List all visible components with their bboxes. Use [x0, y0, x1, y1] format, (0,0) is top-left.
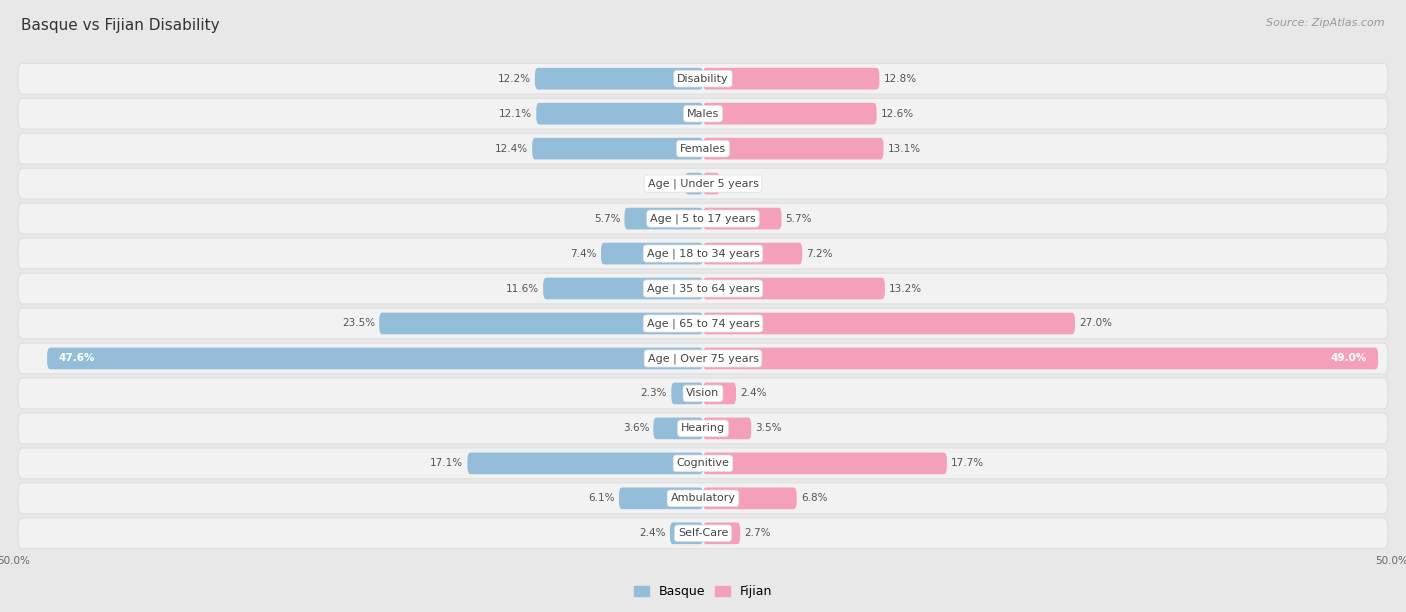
Text: 13.2%: 13.2%	[889, 283, 922, 294]
Legend: Basque, Fijian: Basque, Fijian	[628, 580, 778, 603]
Text: 2.4%: 2.4%	[640, 528, 666, 539]
Text: 12.2%: 12.2%	[498, 73, 531, 84]
FancyBboxPatch shape	[685, 173, 703, 195]
FancyBboxPatch shape	[18, 308, 1388, 339]
FancyBboxPatch shape	[669, 523, 703, 544]
Text: Basque vs Fijian Disability: Basque vs Fijian Disability	[21, 18, 219, 34]
FancyBboxPatch shape	[18, 413, 1388, 444]
FancyBboxPatch shape	[703, 488, 797, 509]
FancyBboxPatch shape	[703, 523, 740, 544]
FancyBboxPatch shape	[703, 348, 1378, 369]
Text: Age | 35 to 64 years: Age | 35 to 64 years	[647, 283, 759, 294]
FancyBboxPatch shape	[380, 313, 703, 334]
FancyBboxPatch shape	[619, 488, 703, 509]
Text: 5.7%: 5.7%	[786, 214, 813, 223]
Text: 3.6%: 3.6%	[623, 424, 650, 433]
Text: Age | 18 to 34 years: Age | 18 to 34 years	[647, 248, 759, 259]
Text: 17.1%: 17.1%	[430, 458, 463, 468]
Text: 13.1%: 13.1%	[887, 144, 921, 154]
Text: Ambulatory: Ambulatory	[671, 493, 735, 503]
Text: Source: ZipAtlas.com: Source: ZipAtlas.com	[1267, 18, 1385, 28]
FancyBboxPatch shape	[18, 518, 1388, 549]
FancyBboxPatch shape	[18, 273, 1388, 304]
Text: 23.5%: 23.5%	[342, 318, 375, 329]
Text: Age | 65 to 74 years: Age | 65 to 74 years	[647, 318, 759, 329]
FancyBboxPatch shape	[703, 103, 876, 124]
FancyBboxPatch shape	[18, 483, 1388, 513]
Text: Disability: Disability	[678, 73, 728, 84]
FancyBboxPatch shape	[18, 238, 1388, 269]
FancyBboxPatch shape	[18, 448, 1388, 479]
FancyBboxPatch shape	[703, 382, 737, 405]
Text: Hearing: Hearing	[681, 424, 725, 433]
Text: Age | Under 5 years: Age | Under 5 years	[648, 178, 758, 189]
Text: 2.4%: 2.4%	[740, 389, 766, 398]
Text: 12.8%: 12.8%	[883, 73, 917, 84]
Text: 6.1%: 6.1%	[588, 493, 614, 503]
Text: Self-Care: Self-Care	[678, 528, 728, 539]
FancyBboxPatch shape	[703, 278, 884, 299]
FancyBboxPatch shape	[703, 417, 751, 439]
Text: 17.7%: 17.7%	[950, 458, 984, 468]
FancyBboxPatch shape	[624, 207, 703, 230]
FancyBboxPatch shape	[536, 103, 703, 124]
Text: 12.4%: 12.4%	[495, 144, 529, 154]
FancyBboxPatch shape	[18, 378, 1388, 409]
FancyBboxPatch shape	[18, 343, 1388, 374]
FancyBboxPatch shape	[703, 207, 782, 230]
FancyBboxPatch shape	[18, 99, 1388, 129]
FancyBboxPatch shape	[654, 417, 703, 439]
Text: 1.2%: 1.2%	[724, 179, 751, 188]
Text: 3.5%: 3.5%	[755, 424, 782, 433]
FancyBboxPatch shape	[671, 382, 703, 405]
Text: 11.6%: 11.6%	[506, 283, 538, 294]
Text: Males: Males	[688, 109, 718, 119]
FancyBboxPatch shape	[543, 278, 703, 299]
Text: 6.8%: 6.8%	[801, 493, 827, 503]
FancyBboxPatch shape	[600, 243, 703, 264]
Text: 7.4%: 7.4%	[571, 248, 598, 258]
Text: Age | Over 75 years: Age | Over 75 years	[648, 353, 758, 364]
Text: 2.3%: 2.3%	[641, 389, 668, 398]
FancyBboxPatch shape	[534, 68, 703, 89]
Text: 7.2%: 7.2%	[807, 248, 832, 258]
Text: Vision: Vision	[686, 389, 720, 398]
FancyBboxPatch shape	[467, 452, 703, 474]
FancyBboxPatch shape	[703, 452, 946, 474]
Text: Cognitive: Cognitive	[676, 458, 730, 468]
Text: 2.7%: 2.7%	[744, 528, 770, 539]
FancyBboxPatch shape	[531, 138, 703, 160]
FancyBboxPatch shape	[48, 348, 703, 369]
FancyBboxPatch shape	[18, 63, 1388, 94]
FancyBboxPatch shape	[703, 68, 879, 89]
FancyBboxPatch shape	[703, 243, 803, 264]
Text: 1.3%: 1.3%	[654, 179, 681, 188]
Text: Age | 5 to 17 years: Age | 5 to 17 years	[650, 214, 756, 224]
Text: Females: Females	[681, 144, 725, 154]
FancyBboxPatch shape	[18, 203, 1388, 234]
Text: 47.6%: 47.6%	[58, 354, 94, 364]
FancyBboxPatch shape	[703, 138, 883, 160]
Text: 27.0%: 27.0%	[1080, 318, 1112, 329]
Text: 5.7%: 5.7%	[593, 214, 620, 223]
FancyBboxPatch shape	[703, 173, 720, 195]
Text: 12.1%: 12.1%	[499, 109, 531, 119]
FancyBboxPatch shape	[18, 133, 1388, 164]
FancyBboxPatch shape	[703, 313, 1076, 334]
Text: 49.0%: 49.0%	[1331, 354, 1367, 364]
Text: 12.6%: 12.6%	[880, 109, 914, 119]
FancyBboxPatch shape	[18, 168, 1388, 199]
